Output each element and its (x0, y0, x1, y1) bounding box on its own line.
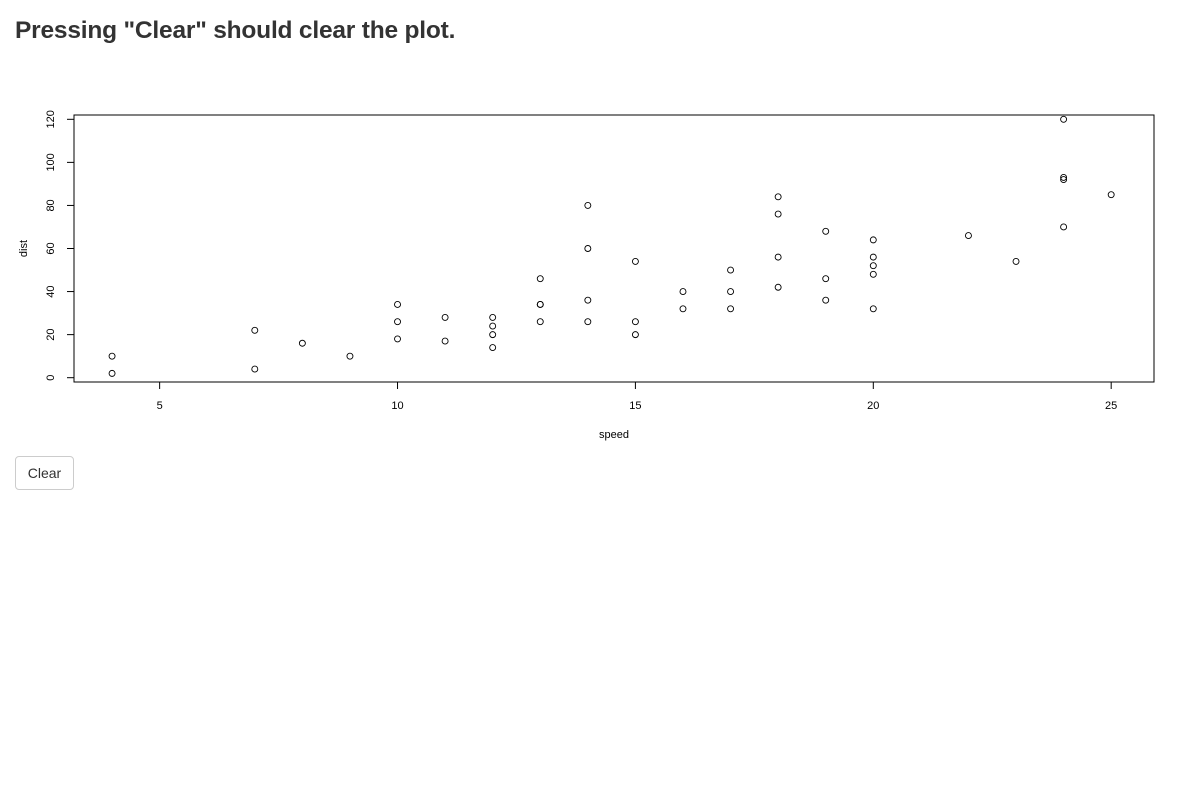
y-tick-label: 40 (45, 285, 57, 297)
data-point (489, 331, 497, 339)
data-point (679, 305, 687, 313)
x-tick-label: 10 (391, 400, 403, 412)
data-point (774, 193, 782, 201)
y-axis-ticks: 0 20 40 60 80 100 120 (45, 110, 74, 381)
data-point (251, 326, 259, 334)
data-point (1060, 223, 1068, 231)
y-tick-label: 60 (45, 242, 57, 254)
y-tick-label: 120 (45, 110, 57, 128)
y-axis-title: dist (18, 240, 30, 257)
x-tick-label: 20 (867, 400, 879, 412)
data-point (489, 322, 497, 330)
data-point (394, 318, 401, 326)
data-point (869, 236, 877, 244)
page-title: Pressing "Clear" should clear the plot. (15, 17, 456, 44)
data-point (536, 318, 544, 326)
data-point (584, 318, 592, 326)
data-point (584, 296, 592, 304)
data-point (536, 301, 544, 308)
data-point (774, 283, 782, 291)
data-point (584, 201, 592, 209)
data-points (108, 115, 1115, 377)
y-tick-label: 80 (45, 199, 57, 211)
data-point (869, 253, 877, 261)
x-tick-label: 25 (1105, 400, 1117, 412)
data-point (251, 365, 259, 373)
x-axis-title: speed (599, 429, 629, 441)
data-point (869, 305, 877, 313)
data-point (964, 232, 972, 240)
data-point (631, 331, 639, 339)
data-point (1060, 173, 1068, 181)
plot-frame (73, 114, 1155, 383)
data-point (1107, 191, 1115, 199)
x-axis-ticks: 5 10 15 20 25 (157, 382, 1117, 412)
x-tick-label: 15 (629, 400, 641, 412)
data-point (536, 275, 544, 283)
data-point (727, 288, 735, 296)
clear-button[interactable]: Clear (15, 456, 74, 490)
data-point (679, 288, 687, 296)
data-point (1012, 257, 1020, 265)
x-tick-label: 5 (157, 400, 163, 412)
y-tick-label: 100 (45, 153, 57, 171)
scatter-plot: 5 10 15 20 25 0 20 40 60 80 100 120 speed dist (0, 90, 1200, 450)
data-point (298, 339, 306, 347)
plot-canvas: 5 10 15 20 25 0 20 40 60 80 100 120 speed dist (18, 110, 1155, 441)
data-point (727, 305, 735, 313)
data-point (394, 301, 401, 308)
data-point (869, 262, 877, 270)
data-point (108, 352, 116, 360)
data-point (1060, 176, 1068, 184)
data-point (346, 352, 354, 360)
data-point (631, 257, 639, 265)
data-point (822, 275, 830, 283)
data-point (489, 344, 497, 351)
data-point (774, 210, 782, 218)
data-point (441, 313, 449, 321)
y-tick-label: 0 (45, 375, 57, 381)
data-point (441, 337, 449, 345)
data-point (394, 335, 401, 343)
y-tick-label: 20 (45, 329, 57, 341)
data-point (489, 313, 497, 321)
data-point (584, 245, 592, 252)
data-point (774, 253, 782, 261)
data-point (869, 270, 877, 278)
data-point (727, 266, 735, 274)
data-point (822, 296, 830, 304)
data-point (631, 318, 639, 326)
data-point (1060, 115, 1068, 123)
data-point (108, 369, 116, 377)
data-point (822, 227, 830, 235)
